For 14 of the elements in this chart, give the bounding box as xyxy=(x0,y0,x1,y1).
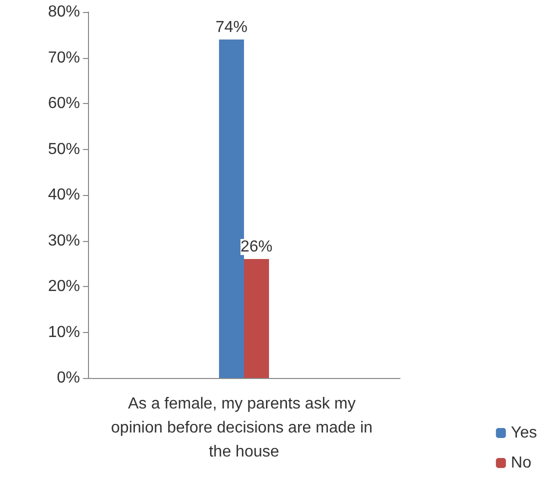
legend-label: No xyxy=(510,454,532,472)
y-tick-label: 10% xyxy=(48,324,80,341)
legend-label: Yes xyxy=(510,424,538,442)
y-tick-label: 80% xyxy=(48,4,80,20)
data-label: 74% xyxy=(215,18,248,36)
y-tick-label: 20% xyxy=(48,278,80,295)
data-label: 26% xyxy=(240,238,273,256)
y-tick-label: 0% xyxy=(56,370,80,386)
y-tick-label: 60% xyxy=(48,95,80,112)
y-tick-label: 70% xyxy=(48,49,80,66)
y-tick-label: 30% xyxy=(48,232,80,250)
y-tick-label: 50% xyxy=(48,140,80,158)
y-tick-label: 40% xyxy=(48,186,80,204)
x-tick-label: As a female, my parents ask my opinion before decisions are made in the house xyxy=(111,396,377,460)
